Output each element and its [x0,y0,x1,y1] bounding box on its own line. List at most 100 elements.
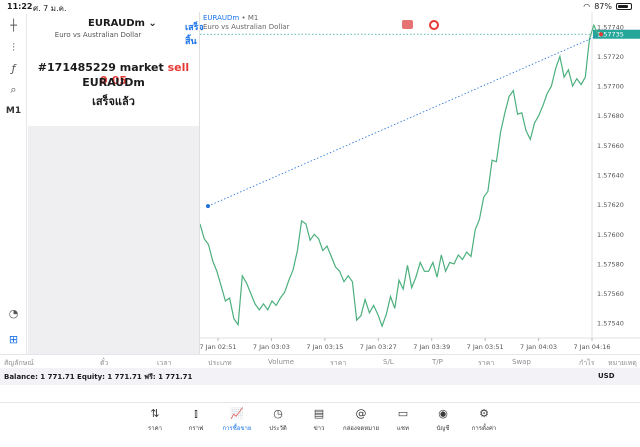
crosshair-icon[interactable]: ┼ [10,19,17,32]
trade-chart-icon: 📈 [230,407,244,420]
price-chart[interactable]: EURAUDm • M1 Euro vs Australian Dollar 1… [199,12,640,354]
done-button[interactable]: เสร็จสิ้น [185,23,204,47]
news-icon: ▤ [313,407,325,420]
battery-percent: 87% [594,2,612,11]
trade-result-card: EURAUDm ⌄ Euro vs Australian Dollar เสร็… [28,14,204,126]
y-tick-label: 1.57680 [597,112,624,120]
status-right: ◠ 87% [583,2,632,11]
x-tick-label: 7 Jan 03:27 [360,343,397,351]
account-currency: USD [598,372,615,380]
order-summary: #171485229 market sell 0.05 [28,61,199,87]
order-status: เสร็จแล้ว [92,95,135,108]
new-order-icon[interactable]: ⊞ [8,333,19,346]
y-tick-label: 1.57540 [597,320,624,328]
tab-charts[interactable]: ⫾ กราฟ [176,407,216,433]
balance-row: Balance: 1 771.71 Equity: 1 771.71 ฟรี: … [0,368,640,385]
objects-icon[interactable]: ⌕ [10,82,17,96]
tab-chat[interactable]: ▭ แชท [383,407,423,433]
order-action: sell 0.05 [99,61,190,87]
y-tick-label: 1.57640 [597,172,624,180]
balance-summary: Balance: 1 771.71 Equity: 1 771.71 ฟรี: … [4,373,193,381]
status-bar: 11:22 ศ. 7 ม.ค. ◠ 87% [0,0,640,14]
tab-account[interactable]: ◉ บัญชี [423,407,463,433]
col-type: ประเภท [208,359,232,367]
tab-quotes[interactable]: ⇅ ราคา [135,407,175,433]
tab-label: กล่องจดหมาย [342,425,380,432]
col-tp: T/P [432,358,443,366]
chevron-down-icon: ⌄ [148,18,157,29]
tab-label: กราฟ [188,425,204,432]
tab-mailbox[interactable]: @ กล่องจดหมาย [341,407,381,433]
col-sl: S/L [383,358,394,366]
order-symbol: EURAUDm [82,76,145,89]
wifi-icon: ◠ [583,2,591,11]
col-comment: หมายเหตุ [608,359,637,367]
current-price-label: 1.57735 [597,31,624,39]
chart-title: EURAUDm • M1 [203,14,258,22]
trade-panel-background [28,126,199,354]
col-time: เวลา [157,359,172,367]
tab-label: ข่าว [313,425,325,432]
candles-icon: ⫾ [194,407,198,420]
col-profit: กำไร [579,359,595,367]
y-tick-label: 1.57700 [597,83,624,91]
gear-icon: ⚙ [479,407,489,420]
trade-result-panel: EURAUDm ⌄ Euro vs Australian Dollar เสร็… [28,14,204,354]
x-tick-label: 7 Jan 02:51 [200,343,237,351]
y-tick-label: 1.57560 [597,290,624,298]
y-tick-label: 1.57660 [597,142,624,150]
col-price: ราคา [330,359,347,367]
y-tick-label: 1.57580 [597,260,624,268]
col-ticket: ตั๋ว [100,359,109,367]
one-click-trading-icon[interactable] [402,20,413,29]
symbol-description: Euro vs Australian Dollar [54,31,142,39]
x-tick-label: 7 Jan 04:16 [573,343,610,351]
current-price-tag [593,29,640,39]
col-swap: Swap [512,358,531,366]
bottom-tab-bar: ⇅ ราคา ⫾ กราฟ 📈 การซื้อขาย ◷ ประวัติ ▤ ข… [0,402,640,447]
chart-subtitle: Euro vs Australian Dollar [203,23,290,31]
tab-label: การตั้งค่า [471,425,497,432]
indicators-icon[interactable]: ⫶ [12,40,15,54]
x-tick-label: 7 Jan 03:39 [413,343,450,351]
at-icon: @ [355,407,367,420]
x-tick-label: 7 Jan 03:51 [467,343,504,351]
x-tick-label: 7 Jan 03:03 [253,343,290,351]
y-tick-label: 1.57600 [597,231,624,239]
chart-symbol: EURAUDm [203,14,240,22]
function-icon[interactable]: ƒ [11,62,16,75]
trade-open-marker [206,204,210,209]
tab-label: ราคา [148,425,162,432]
symbol-selector[interactable]: EURAUDm ⌄ [88,18,157,29]
chat-icon: ▭ [397,407,409,420]
trade-entry-line [207,33,602,207]
timeframe-m1-button[interactable]: M1 [5,105,22,116]
x-tick-label: 7 Jan 03:15 [306,343,343,351]
x-tick-label: 7 Jan 04:03 [520,343,557,351]
col-price-current: ราคา [478,359,495,367]
tab-label: แชท [397,425,409,432]
positions-table-header: สัญลักษณ์ ตั๋ว เวลา ประเภท Volume ราคา S… [0,354,640,368]
tab-label: การซื้อขาย [222,425,252,432]
left-toolbar: ┼ ⫶ ƒ ⌕ M1 ◔ ⊞ [0,14,27,354]
y-tick-label: 1.57720 [597,53,624,61]
tab-settings[interactable]: ⚙ การตั้งค่า [464,407,504,433]
tab-history[interactable]: ◷ ประวัติ [258,407,298,433]
chart-canvas: 1.57740 1.57720 1.57700 1.57680 1.57660 1.576… [200,12,640,351]
y-tick-label: 1.57740 [597,23,624,31]
status-date: ศ. 7 ม.ค. [33,4,67,13]
tab-label: ประวัติ [269,425,287,432]
battery-icon [616,3,632,10]
tab-label: บัญชี [436,425,450,432]
trade-history-icon[interactable]: ◔ [8,307,19,320]
order-ticket: #171485229 market [37,61,164,74]
tab-trade[interactable]: 📈 การซื้อขาย [217,407,257,433]
tab-news[interactable]: ▤ ข่าว [299,407,339,433]
trade-close-marker [599,32,603,37]
status-time: 11:22 [7,2,33,11]
history-icon: ◷ [273,407,283,420]
symbol-name: EURAUDm [88,18,145,29]
y-tick-label: 1.57620 [597,201,624,209]
record-icon[interactable] [429,20,439,30]
arrows-icon: ⇅ [150,407,160,420]
